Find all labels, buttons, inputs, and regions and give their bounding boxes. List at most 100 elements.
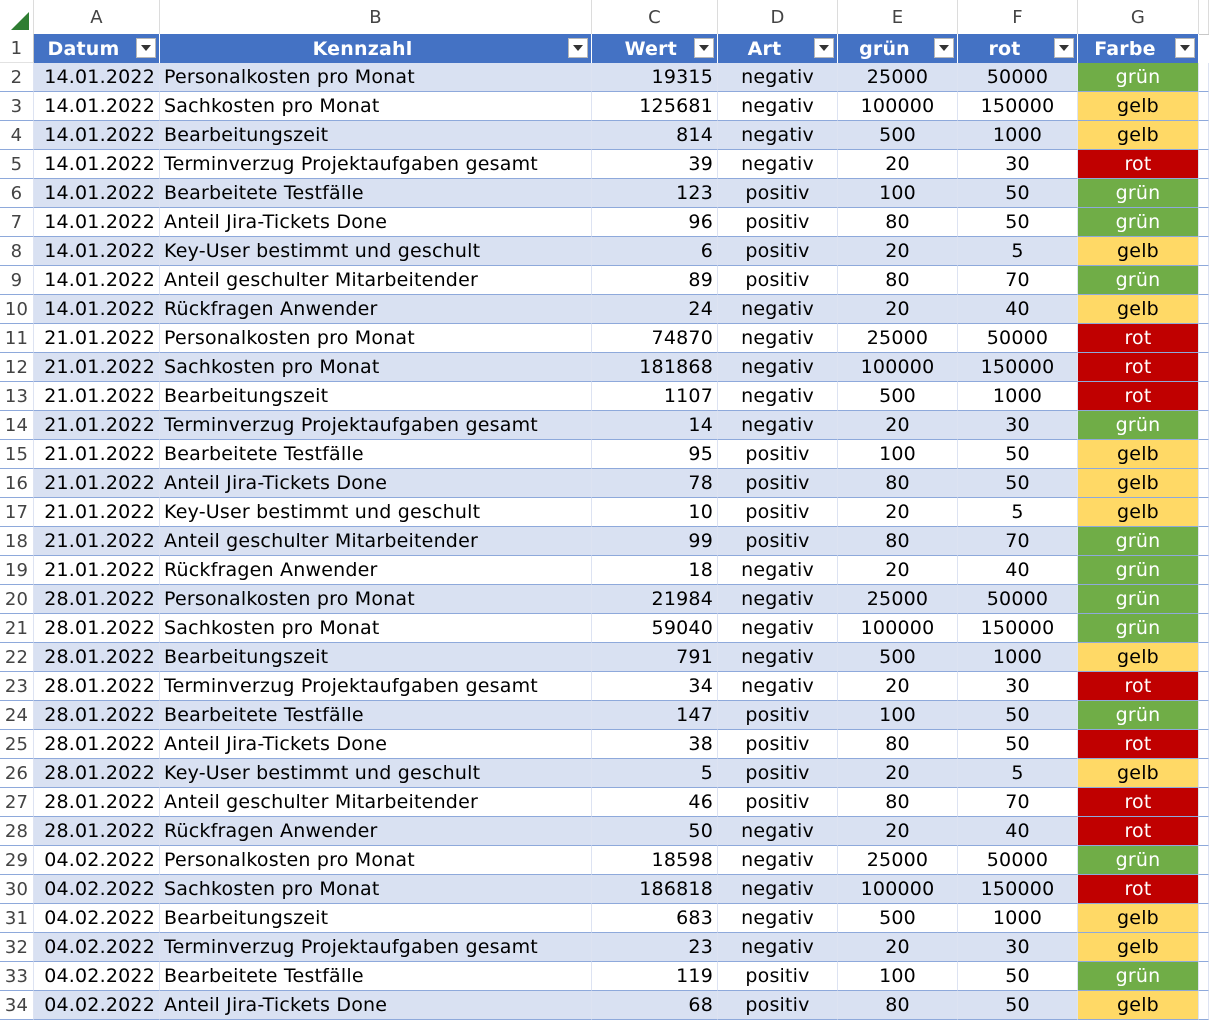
cell-gruen[interactable]: 80 bbox=[838, 730, 958, 759]
cell-art[interactable]: negativ bbox=[718, 324, 838, 353]
cell-kennzahl[interactable]: Personalkosten pro Monat bbox=[160, 585, 592, 614]
cell-art[interactable]: negativ bbox=[718, 817, 838, 846]
filter-dropdown-button[interactable] bbox=[694, 38, 714, 58]
cell-wert[interactable]: 14 bbox=[592, 411, 718, 440]
cell-kennzahl[interactable]: Personalkosten pro Monat bbox=[160, 846, 592, 875]
row-number[interactable]: 7 bbox=[0, 208, 34, 237]
cell-datum[interactable]: 28.01.2022 bbox=[34, 672, 160, 701]
cell-art[interactable]: positiv bbox=[718, 440, 838, 469]
cell-art[interactable]: negativ bbox=[718, 672, 838, 701]
cell-kennzahl[interactable]: Sachkosten pro Monat bbox=[160, 92, 592, 121]
cell-farbe[interactable]: gelb bbox=[1078, 933, 1199, 962]
cell-farbe[interactable]: grün bbox=[1078, 179, 1199, 208]
cell-datum[interactable]: 14.01.2022 bbox=[34, 266, 160, 295]
cell-farbe[interactable]: gelb bbox=[1078, 295, 1199, 324]
cell-art[interactable]: negativ bbox=[718, 556, 838, 585]
header-wert[interactable]: Wert bbox=[592, 34, 718, 63]
cell-farbe[interactable]: grün bbox=[1078, 556, 1199, 585]
cell-gruen[interactable]: 20 bbox=[838, 759, 958, 788]
cell-rot[interactable]: 50 bbox=[958, 208, 1078, 237]
cell-kennzahl[interactable]: Terminverzug Projektaufgaben gesamt bbox=[160, 150, 592, 179]
cell-datum[interactable]: 04.02.2022 bbox=[34, 904, 160, 933]
cell-wert[interactable]: 123 bbox=[592, 179, 718, 208]
cell-wert[interactable]: 24 bbox=[592, 295, 718, 324]
row-number[interactable]: 34 bbox=[0, 991, 34, 1020]
cell-wert[interactable]: 147 bbox=[592, 701, 718, 730]
cell-rot[interactable]: 50 bbox=[958, 469, 1078, 498]
cell-datum[interactable]: 04.02.2022 bbox=[34, 991, 160, 1020]
cell-gruen[interactable]: 100000 bbox=[838, 614, 958, 643]
cell-datum[interactable]: 14.01.2022 bbox=[34, 63, 160, 92]
filter-dropdown-button[interactable] bbox=[814, 38, 834, 58]
cell-wert[interactable]: 683 bbox=[592, 904, 718, 933]
cell-farbe[interactable]: gelb bbox=[1078, 904, 1199, 933]
row-number[interactable]: 12 bbox=[0, 353, 34, 382]
cell-rot[interactable]: 1000 bbox=[958, 382, 1078, 411]
cell-kennzahl[interactable]: Bearbeitungszeit bbox=[160, 643, 592, 672]
cell-farbe[interactable]: rot bbox=[1078, 788, 1199, 817]
cell-datum[interactable]: 21.01.2022 bbox=[34, 382, 160, 411]
cell-gruen[interactable]: 100000 bbox=[838, 92, 958, 121]
cell-rot[interactable]: 40 bbox=[958, 817, 1078, 846]
cell-gruen[interactable]: 25000 bbox=[838, 585, 958, 614]
column-letter-d[interactable]: D bbox=[718, 0, 838, 34]
cell-art[interactable]: positiv bbox=[718, 991, 838, 1020]
filter-dropdown-button[interactable] bbox=[1054, 38, 1074, 58]
cell-farbe[interactable]: rot bbox=[1078, 150, 1199, 179]
row-number[interactable]: 23 bbox=[0, 672, 34, 701]
row-number[interactable]: 15 bbox=[0, 440, 34, 469]
cell-art[interactable]: negativ bbox=[718, 585, 838, 614]
cell-kennzahl[interactable]: Anteil geschulter Mitarbeitender bbox=[160, 788, 592, 817]
row-number[interactable]: 26 bbox=[0, 759, 34, 788]
cell-kennzahl[interactable]: Bearbeitungszeit bbox=[160, 904, 592, 933]
row-number[interactable]: 32 bbox=[0, 933, 34, 962]
cell-gruen[interactable]: 100 bbox=[838, 440, 958, 469]
cell-rot[interactable]: 150000 bbox=[958, 875, 1078, 904]
cell-datum[interactable]: 14.01.2022 bbox=[34, 208, 160, 237]
cell-gruen[interactable]: 20 bbox=[838, 295, 958, 324]
row-number[interactable]: 10 bbox=[0, 295, 34, 324]
cell-wert[interactable]: 119 bbox=[592, 962, 718, 991]
cell-art[interactable]: positiv bbox=[718, 208, 838, 237]
cell-art[interactable]: positiv bbox=[718, 237, 838, 266]
cell-wert[interactable]: 125681 bbox=[592, 92, 718, 121]
cell-kennzahl[interactable]: Bearbeitungszeit bbox=[160, 382, 592, 411]
cell-datum[interactable]: 14.01.2022 bbox=[34, 295, 160, 324]
row-number[interactable]: 8 bbox=[0, 237, 34, 266]
cell-rot[interactable]: 50000 bbox=[958, 846, 1078, 875]
row-number[interactable]: 9 bbox=[0, 266, 34, 295]
row-number[interactable]: 3 bbox=[0, 92, 34, 121]
cell-wert[interactable]: 814 bbox=[592, 121, 718, 150]
cell-farbe[interactable]: grün bbox=[1078, 962, 1199, 991]
cell-gruen[interactable]: 100000 bbox=[838, 875, 958, 904]
cell-farbe[interactable]: gelb bbox=[1078, 237, 1199, 266]
cell-kennzahl[interactable]: Personalkosten pro Monat bbox=[160, 324, 592, 353]
cell-datum[interactable]: 28.01.2022 bbox=[34, 788, 160, 817]
cell-rot[interactable]: 70 bbox=[958, 266, 1078, 295]
cell-kennzahl[interactable]: Personalkosten pro Monat bbox=[160, 63, 592, 92]
cell-gruen[interactable]: 80 bbox=[838, 469, 958, 498]
cell-farbe[interactable]: rot bbox=[1078, 324, 1199, 353]
cell-datum[interactable]: 21.01.2022 bbox=[34, 498, 160, 527]
cell-art[interactable]: negativ bbox=[718, 92, 838, 121]
cell-rot[interactable]: 40 bbox=[958, 295, 1078, 324]
cell-datum[interactable]: 28.01.2022 bbox=[34, 817, 160, 846]
cell-wert[interactable]: 59040 bbox=[592, 614, 718, 643]
column-letter-b[interactable]: B bbox=[160, 0, 592, 34]
cell-art[interactable]: negativ bbox=[718, 382, 838, 411]
cell-wert[interactable]: 10 bbox=[592, 498, 718, 527]
header-kennzahl[interactable]: Kennzahl bbox=[160, 34, 592, 63]
cell-gruen[interactable]: 20 bbox=[838, 150, 958, 179]
cell-wert[interactable]: 186818 bbox=[592, 875, 718, 904]
cell-kennzahl[interactable]: Anteil Jira-Tickets Done bbox=[160, 469, 592, 498]
cell-wert[interactable]: 5 bbox=[592, 759, 718, 788]
cell-datum[interactable]: 04.02.2022 bbox=[34, 846, 160, 875]
cell-kennzahl[interactable]: Bearbeitete Testfälle bbox=[160, 440, 592, 469]
cell-wert[interactable]: 18 bbox=[592, 556, 718, 585]
cell-wert[interactable]: 96 bbox=[592, 208, 718, 237]
cell-gruen[interactable]: 80 bbox=[838, 527, 958, 556]
cell-kennzahl[interactable]: Terminverzug Projektaufgaben gesamt bbox=[160, 672, 592, 701]
cell-wert[interactable]: 95 bbox=[592, 440, 718, 469]
cell-gruen[interactable]: 20 bbox=[838, 411, 958, 440]
cell-datum[interactable]: 28.01.2022 bbox=[34, 701, 160, 730]
